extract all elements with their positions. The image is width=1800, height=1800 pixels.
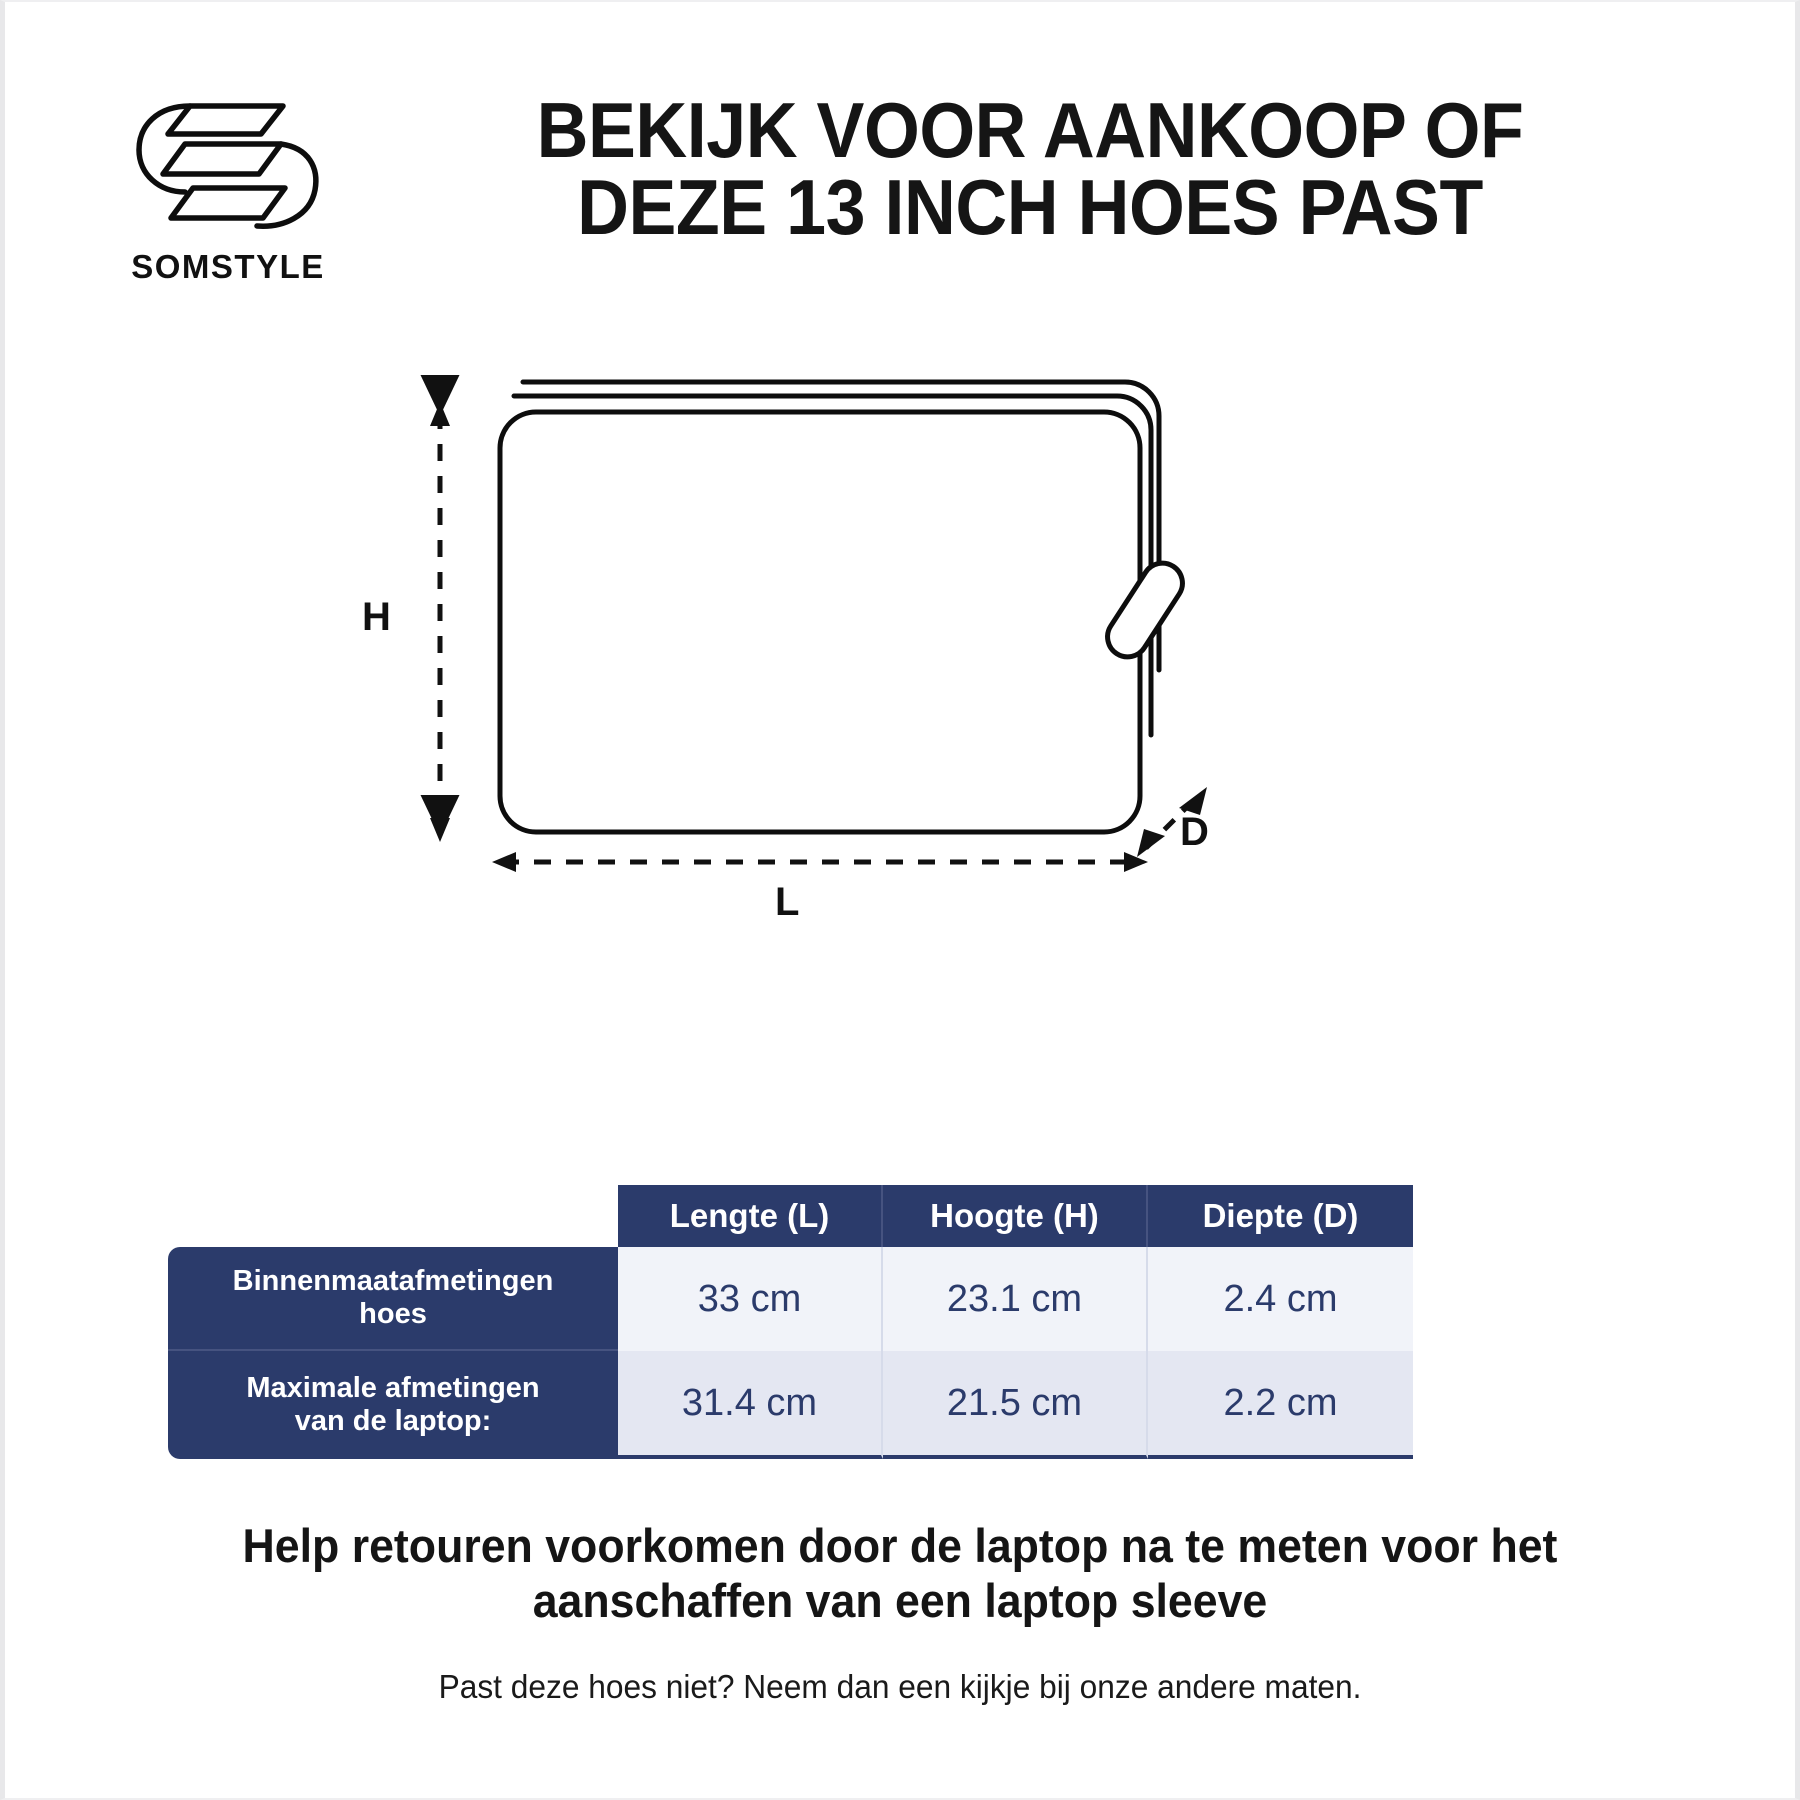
- brand-block: SOMSTYLE: [78, 78, 378, 286]
- column-header-lengte: Lengte (L): [618, 1185, 883, 1247]
- cell-maximale-diepte: 2.2 cm: [1148, 1351, 1413, 1459]
- row-label-line-2: hoes: [359, 1298, 427, 1330]
- depth-arrow-icon: [1137, 787, 1207, 857]
- column-header-hoogte: Hoogte (H): [883, 1185, 1148, 1247]
- length-arrow-icon: [492, 852, 1148, 872]
- dimension-label-height: H: [362, 595, 391, 639]
- dimension-label-depth: D: [1180, 810, 1209, 854]
- cell-maximale-lengte: 31.4 cm: [618, 1351, 883, 1459]
- cell-binnenmaat-hoogte: 23.1 cm: [883, 1247, 1148, 1351]
- row-label-line-1: Binnenmaatafmetingen: [232, 1264, 554, 1297]
- headline-line-2: DEZE 13 INCH HOES PAST: [577, 163, 1483, 252]
- zipper-pull-icon: [1105, 560, 1185, 660]
- dimension-label-length: L: [775, 880, 800, 924]
- table-row: Maximale afmetingen van de laptop: 31.4 …: [168, 1351, 1413, 1459]
- somstyle-s-logo-icon: [136, 103, 319, 229]
- brand-name: SOMSTYLE: [131, 248, 325, 285]
- height-arrow-icon: [420, 374, 460, 842]
- row-label-binnenmaat: Binnenmaatafmetingen hoes: [168, 1247, 618, 1351]
- headline-line-1: BEKIJK VOOR AANKOOP OF: [536, 86, 1524, 174]
- footer-headline-line-2: aanschaffen van een laptop sleeve: [532, 1574, 1268, 1628]
- footer-note: Past deze hoes niet? Neem dan een kijkje…: [438, 1668, 1362, 1705]
- table-header-row: Lengte (L) Hoogte (H) Diepte (D): [168, 1185, 1413, 1247]
- page-title: BEKIJK VOOR AANKOOP OF DEZE 13 INCH HOES…: [414, 86, 1647, 252]
- row-label-maximale: Maximale afmetingen van de laptop:: [168, 1351, 618, 1459]
- laptop-sleeve-diagram-icon: [420, 374, 1207, 872]
- table-row: Binnenmaatafmetingen hoes 33 cm 23.1 cm …: [168, 1247, 1413, 1351]
- cell-binnenmaat-lengte: 33 cm: [618, 1247, 883, 1351]
- row-label-line-1: Maximale afmetingen: [246, 1371, 540, 1404]
- cell-binnenmaat-diepte: 2.4 cm: [1148, 1247, 1413, 1351]
- row-label-line-2: van de laptop:: [294, 1405, 492, 1437]
- footer-headline: Help retouren voorkomen door de laptop n…: [159, 1518, 1641, 1629]
- table-header-corner: [168, 1185, 618, 1247]
- footer-headline-line-1: Help retouren voorkomen door de laptop n…: [242, 1519, 1558, 1572]
- header: SOMSTYLE BEKIJK VOOR AANKOOP OF DEZE 13 …: [0, 0, 1800, 330]
- cell-maximale-hoogte: 21.5 cm: [883, 1351, 1148, 1459]
- column-header-diepte: Diepte (D): [1148, 1185, 1413, 1247]
- dimensions-table: Lengte (L) Hoogte (H) Diepte (D) Binnenm…: [168, 1185, 1413, 1460]
- product-illustration: H L D: [362, 340, 1380, 960]
